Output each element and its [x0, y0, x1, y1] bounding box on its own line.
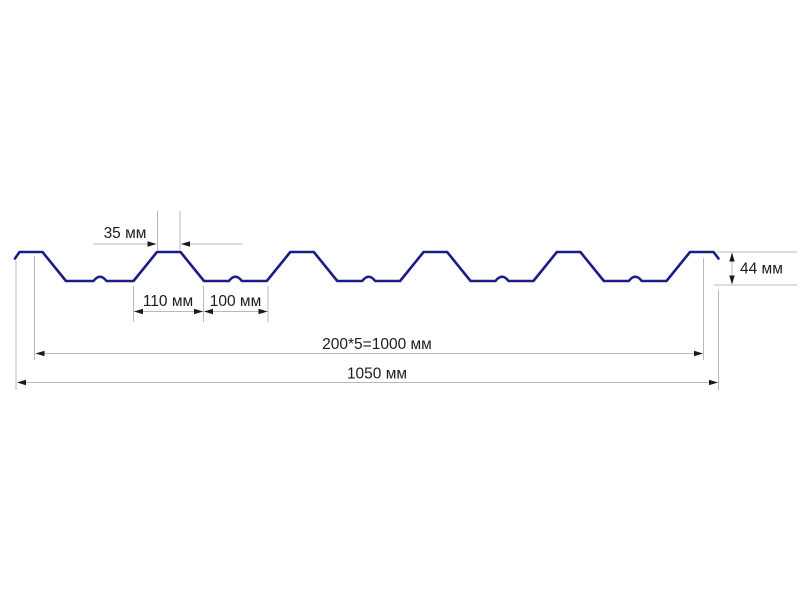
arrowhead-left-icon — [17, 379, 26, 386]
crest-base-width-label: 110 мм — [143, 293, 193, 310]
arrowhead-right-icon — [709, 379, 718, 386]
trough-width-label: 100 мм — [210, 293, 261, 310]
arrowhead-down-icon — [729, 275, 735, 285]
overall-width-label: 1050 мм — [347, 366, 407, 383]
dim-profile-height: 44 мм — [714, 251, 797, 286]
profile-height-label: 44 мм — [740, 261, 783, 278]
arrowhead-left-icon — [181, 241, 190, 247]
arrowhead-right-icon — [147, 241, 157, 247]
working-width-label: 200*5=1000 мм — [322, 336, 432, 353]
dim-working-width: 200*5=1000 мм — [34, 256, 704, 360]
dim-overall-width: 1050 мм — [15, 261, 719, 390]
arrowhead-right-icon — [194, 308, 203, 315]
dim-bottom-widths: 110 мм 100 мм — [133, 286, 269, 322]
arrowhead-up-icon — [729, 252, 735, 262]
arrowhead-left-icon — [204, 308, 213, 315]
profile-outline-group — [13, 250, 720, 283]
arrowhead-left-icon — [35, 350, 45, 357]
profile-outline — [13, 250, 720, 283]
arrowhead-right-icon — [694, 350, 703, 357]
crest-top-width-label: 35 мм — [104, 225, 147, 242]
arrowhead-left-icon — [134, 308, 143, 315]
arrowhead-right-icon — [258, 308, 268, 315]
dim-crest-top-width: 35 мм — [93, 211, 242, 250]
